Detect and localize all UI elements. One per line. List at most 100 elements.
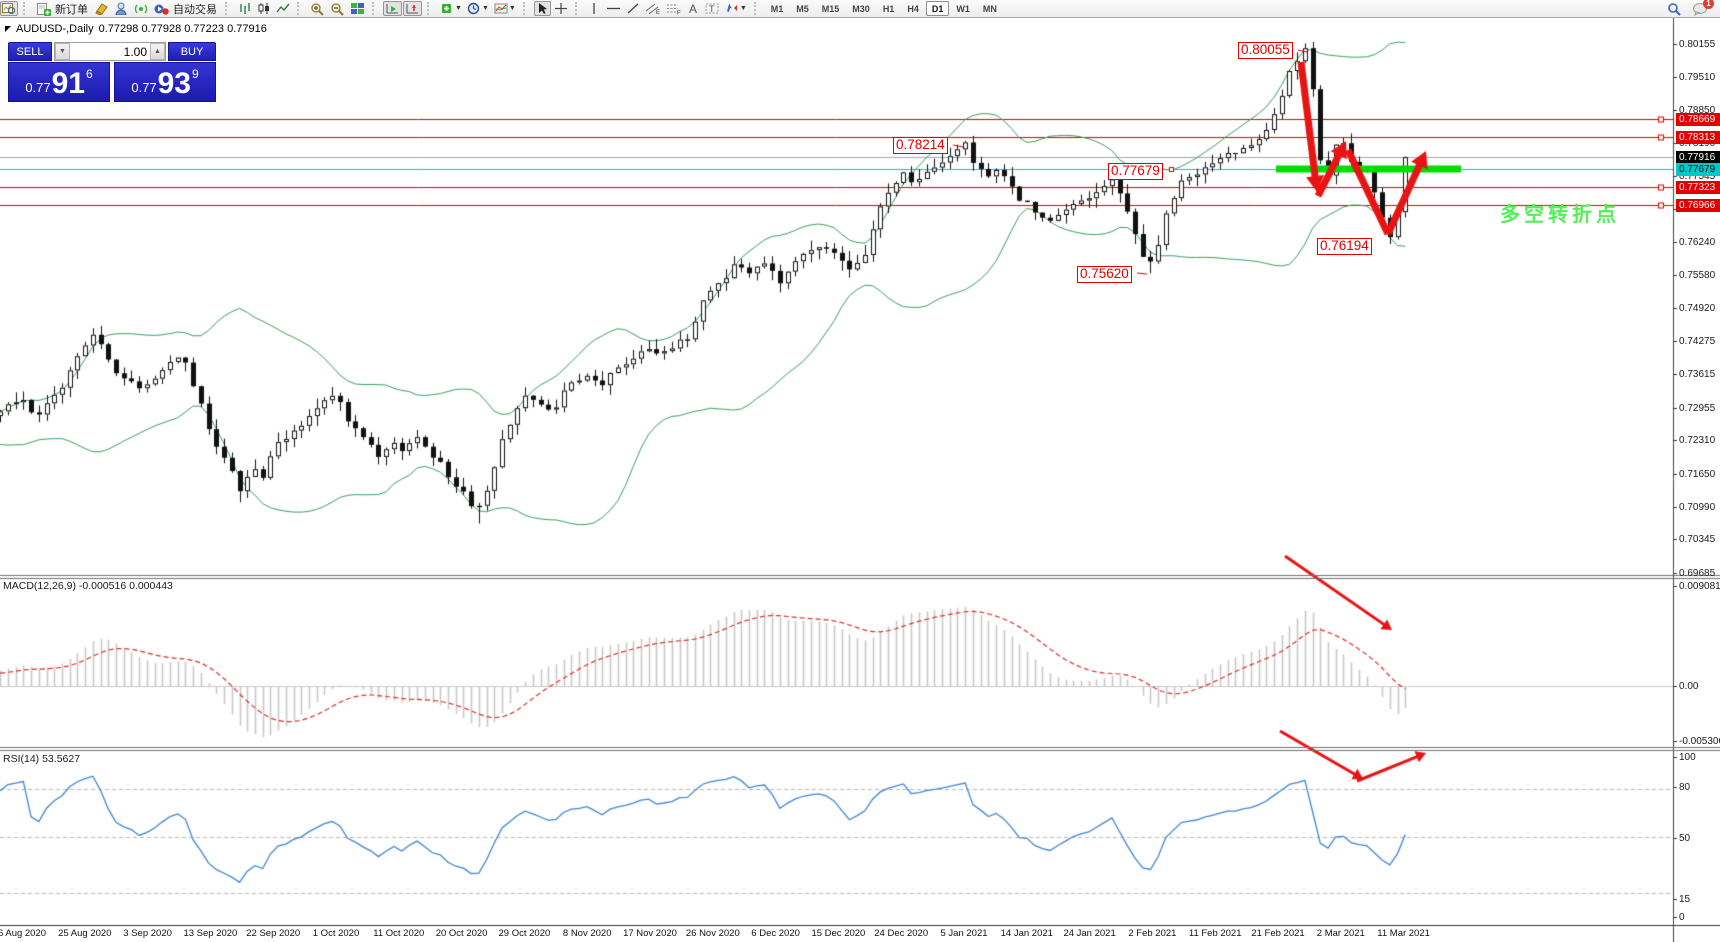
signal-button[interactable]	[132, 1, 151, 16]
time-axis-label[interactable]: 24 Dec 2020	[874, 928, 929, 939]
sell-price-button[interactable]: 0.77 91 6	[8, 62, 110, 102]
fibonacci-icon: F	[666, 4, 681, 15]
time-axis-label[interactable]: 11 Oct 2020	[373, 928, 425, 939]
time-axis-label[interactable]: 26 Nov 2020	[685, 928, 740, 939]
time-axis-label[interactable]: 21 Feb 2021	[1251, 928, 1305, 939]
price-annotation-box[interactable]: 0.80055	[1238, 42, 1293, 59]
crosshair-tool-button[interactable]	[552, 1, 570, 16]
collapse-panel-icon[interactable]	[5, 26, 11, 32]
price-annotation-box[interactable]: 0.76194	[1317, 238, 1372, 255]
buy-price-button[interactable]: 0.77 93 9	[114, 62, 216, 102]
timeframe-button-mn[interactable]: MN	[982, 3, 997, 14]
line-chart-type-button[interactable]	[274, 1, 292, 16]
buy-price-sup: 9	[192, 67, 199, 81]
trendline-icon	[627, 3, 639, 14]
text-label-tool-button[interactable]: T	[703, 1, 722, 16]
time-axis-label[interactable]: 6 Aug 2020	[0, 928, 47, 939]
price-annotation-box[interactable]: 0.75620	[1077, 266, 1132, 283]
candlestick-type-button[interactable]	[255, 1, 273, 16]
time-axis-label[interactable]: 15 Dec 2020	[811, 928, 866, 939]
auto-trading-button[interactable]	[152, 1, 171, 16]
fibonacci-tool-button[interactable]: F	[664, 1, 684, 16]
time-axis-label[interactable]: 11 Mar 2021	[1377, 928, 1430, 939]
trendline-tool-button[interactable]	[624, 1, 642, 16]
new-order-label[interactable]: 新订单	[55, 3, 88, 16]
time-axis-label[interactable]: 3 Sep 2020	[123, 928, 172, 939]
channel-tool-button[interactable]: E	[643, 1, 663, 16]
time-axis-label[interactable]: 2 Mar 2021	[1316, 928, 1365, 939]
notifications-button[interactable]: 1	[1690, 0, 1714, 16]
time-axis-label[interactable]: 24 Jan 2021	[1063, 928, 1116, 939]
timeframe-button-m30[interactable]: M30	[852, 3, 870, 14]
periods-button[interactable]: ▼	[465, 1, 491, 16]
timeframe-button-d1[interactable]: D1	[925, 1, 950, 16]
horizontal-line-tool-button[interactable]	[604, 1, 623, 16]
time-axis-label[interactable]: 5 Jan 2021	[940, 928, 988, 939]
time-axis-label[interactable]: 11 Feb 2021	[1188, 928, 1242, 939]
macd-name: MACD(12,26,9)	[3, 580, 76, 592]
profile-button[interactable]	[112, 1, 131, 16]
price-annotation-box[interactable]: 0.77679	[1108, 163, 1163, 180]
cursor-tool-button[interactable]	[533, 1, 551, 16]
arrows-tool-button[interactable]: ▼	[723, 1, 749, 16]
zoom-in-button[interactable]	[308, 1, 327, 16]
toolbar-right-group: 1	[1665, 0, 1714, 16]
equidistant-channel-icon: E	[645, 3, 660, 15]
toolbar-grip	[225, 2, 233, 15]
timeframe-button-w1[interactable]: W1	[956, 3, 970, 14]
price-axis-badge: 0.77916	[1676, 150, 1720, 164]
time-axis-label[interactable]: 29 Oct 2020	[498, 928, 551, 939]
time-axis-label[interactable]: 17 Nov 2020	[623, 928, 677, 939]
time-axis-label[interactable]: 22 Sep 2020	[246, 928, 301, 939]
eraser-button[interactable]	[92, 1, 111, 16]
templates-button[interactable]: ▼	[492, 1, 518, 16]
auto-trading-label[interactable]: 自动交易	[173, 3, 217, 16]
notification-badge: 1	[1703, 0, 1714, 9]
volume-decrease-button[interactable]: ▼	[55, 43, 70, 60]
time-axis-label[interactable]: 25 Aug 2020	[58, 928, 112, 939]
chart-shift-button[interactable]	[403, 1, 422, 16]
volume-increase-button[interactable]: ▲	[150, 43, 165, 60]
time-axis-label[interactable]: 6 Dec 2020	[751, 928, 800, 939]
rsi-axis-tick: 0	[1679, 912, 1685, 923]
volume-value[interactable]: 1.00	[123, 44, 147, 59]
new-order-button[interactable]	[34, 1, 53, 16]
price-annotation-box[interactable]: 0.78214	[893, 137, 948, 154]
indicators-button[interactable]: ▼	[438, 1, 464, 16]
tile-windows-icon	[351, 3, 364, 14]
tile-windows-button[interactable]	[348, 1, 367, 16]
time-axis-label[interactable]: 20 Oct 2020	[435, 928, 488, 939]
time-axis-label[interactable]: 13 Sep 2020	[183, 928, 238, 939]
time-axis-label[interactable]: 14 Jan 2021	[1000, 928, 1053, 939]
buy-button[interactable]: BUY	[168, 42, 216, 61]
macd-label: MACD(12,26,9) -0.000516 0.000443	[3, 580, 173, 592]
timeframe-button-m5[interactable]: M5	[796, 3, 809, 14]
time-axis-label[interactable]: 8 Nov 2020	[562, 928, 612, 939]
market-watch-button[interactable]	[0, 1, 18, 16]
text-tool-button[interactable]: A	[685, 1, 702, 16]
time-axis-label[interactable]: 1 Oct 2020	[312, 928, 360, 939]
toolbar-grip	[522, 2, 531, 15]
chart-title-row: AUDUSD-,Daily 0.77298 0.77928 0.77223 0.…	[5, 23, 267, 35]
chevron-down-icon: ▼	[455, 5, 462, 12]
rsi-label: RSI(14) 53.5627	[3, 753, 81, 765]
timeframe-button-m15[interactable]: M15	[821, 3, 840, 14]
search-button[interactable]	[1665, 1, 1684, 16]
vertical-line-tool-button[interactable]	[586, 1, 603, 16]
zoom-out-button[interactable]	[328, 1, 347, 16]
chart-note-text[interactable]: 多空转折点	[1500, 204, 1620, 226]
buy-price-prefix: 0.77	[131, 80, 157, 95]
timeframe-button-m1[interactable]: M1	[770, 3, 784, 14]
chart-symbol-title: AUDUSD-,Daily	[16, 23, 94, 35]
chart-window-icon	[2, 3, 16, 15]
clock-icon	[467, 2, 480, 15]
rsi-axis-tick: 50	[1679, 833, 1691, 844]
bar-chart-type-button[interactable]	[236, 1, 254, 16]
price-axis-tick: 0.80155	[1679, 39, 1716, 50]
time-axis-label[interactable]: 2 Feb 2021	[1128, 928, 1177, 939]
timeframe-button-h1[interactable]: H1	[882, 3, 895, 14]
timeframe-button-h4[interactable]: H4	[907, 3, 919, 14]
sell-button[interactable]: SELL	[8, 42, 52, 61]
auto-scroll-button[interactable]	[383, 1, 402, 16]
